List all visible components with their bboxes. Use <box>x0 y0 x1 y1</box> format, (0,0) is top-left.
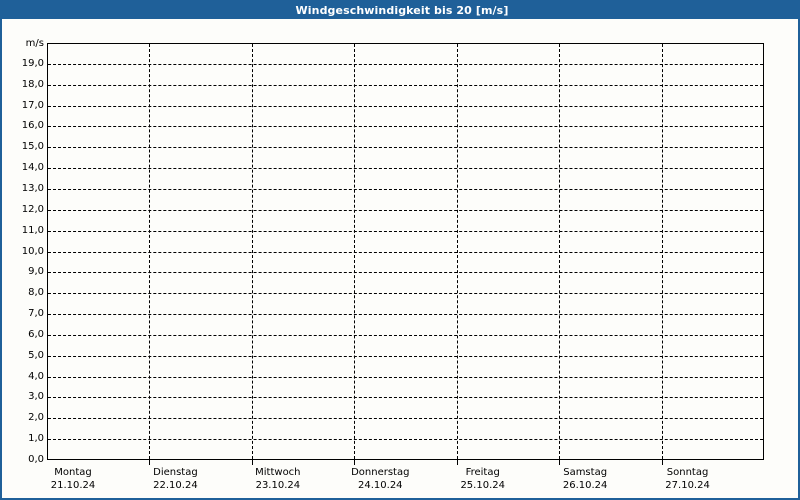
x-axis-tick-label: Sonntag 27.10.24 <box>637 466 739 492</box>
x-axis-tick-label: Donnerstag 24.10.24 <box>329 466 431 492</box>
gridline-horizontal <box>48 272 763 274</box>
y-axis-tick-label: 18,0 <box>21 78 44 90</box>
gridline-horizontal <box>48 147 763 149</box>
x-axis-tick <box>149 460 151 465</box>
gridline-horizontal <box>48 63 763 65</box>
x-axis-day-name: Dienstag <box>153 467 198 478</box>
y-axis-tick-label: 6,0 <box>28 328 44 340</box>
x-axis-date: 27.10.24 <box>665 480 710 491</box>
gridline-vertical <box>456 44 458 459</box>
gridline-horizontal <box>48 293 763 295</box>
x-axis-day-name: Montag <box>54 467 92 478</box>
x-axis-day-name: Mittwoch <box>255 467 301 478</box>
y-axis-tick-label: 4,0 <box>28 370 44 382</box>
x-axis-day-name: Sonntag <box>666 467 709 478</box>
x-axis-tick-label: Dienstag 22.10.24 <box>124 466 226 492</box>
y-axis-tick-label: 11,0 <box>21 224 44 236</box>
gridline-horizontal <box>48 188 763 190</box>
y-axis-tick-label: 0,0 <box>28 454 44 465</box>
gridline-horizontal <box>48 84 763 86</box>
gridline-horizontal <box>48 334 763 336</box>
y-axis-tick-label: 9,0 <box>28 266 44 278</box>
y-axis-tick-label: 1,0 <box>28 433 44 445</box>
gridline-horizontal <box>48 251 763 253</box>
x-axis-tick <box>354 460 356 465</box>
page-title: Windgeschwindigkeit bis 20 [m/s] <box>295 4 509 17</box>
x-axis-tick-label: Freitag 25.10.24 <box>432 466 534 492</box>
gridline-horizontal <box>48 418 763 420</box>
gridline-horizontal <box>48 355 763 357</box>
gridline-horizontal <box>48 230 763 232</box>
x-axis-tick <box>661 460 663 465</box>
gridline-horizontal <box>48 209 763 211</box>
y-axis-tick-label: 19,0 <box>21 57 44 69</box>
x-axis-date: 25.10.24 <box>460 480 505 491</box>
x-axis-date: 24.10.24 <box>358 480 403 491</box>
gridline-horizontal <box>48 397 763 399</box>
x-axis-tick <box>559 460 561 465</box>
y-axis-unit-label: m/s <box>25 38 44 49</box>
x-axis-tick-label: Samstag 26.10.24 <box>534 466 636 492</box>
x-axis-day-name: Samstag <box>563 467 608 478</box>
y-axis-tick-label: 10,0 <box>21 245 44 257</box>
gridline-vertical <box>354 44 356 459</box>
chart-title-bar: Windgeschwindigkeit bis 20 [m/s] <box>2 2 798 19</box>
gridline-horizontal <box>48 376 763 378</box>
gridline-horizontal <box>48 439 763 441</box>
x-axis-tick-label: Montag 21.10.24 <box>22 466 124 492</box>
gridline-horizontal <box>48 126 763 128</box>
y-axis-tick-label: 12,0 <box>21 203 44 215</box>
x-axis-date: 21.10.24 <box>50 480 96 491</box>
x-axis-tick <box>456 460 458 465</box>
y-axis-tick-label: 5,0 <box>28 349 44 361</box>
x-axis-tick <box>251 460 253 465</box>
y-axis-tick-label: 8,0 <box>28 287 44 299</box>
x-axis-tick-label: Mittwoch 23.10.24 <box>227 466 329 492</box>
gridline-vertical <box>149 44 151 459</box>
plot-area <box>47 43 764 460</box>
x-axis-day-name: Donnerstag <box>351 467 410 478</box>
y-axis-tick-label: 13,0 <box>21 182 44 194</box>
y-axis-tick-label: 14,0 <box>21 162 44 174</box>
gridline-horizontal <box>48 314 763 316</box>
y-axis-tick-label: 3,0 <box>28 391 44 403</box>
x-axis-date: 23.10.24 <box>255 480 301 491</box>
x-axis-day-name: Freitag <box>465 467 500 478</box>
gridline-horizontal <box>48 105 763 107</box>
gridline-horizontal <box>48 168 763 170</box>
y-axis-tick-label: 16,0 <box>21 120 44 132</box>
y-axis-tick-label: 17,0 <box>21 99 44 111</box>
gridline-vertical <box>661 44 663 459</box>
y-axis-tick-label: 15,0 <box>21 141 44 153</box>
x-axis-date: 22.10.24 <box>153 480 198 491</box>
gridline-vertical <box>559 44 561 459</box>
x-axis-date: 26.10.24 <box>562 480 608 491</box>
y-axis-tick-label: 2,0 <box>28 412 44 424</box>
gridline-vertical <box>251 44 253 459</box>
y-axis-tick-label: 7,0 <box>28 308 44 320</box>
